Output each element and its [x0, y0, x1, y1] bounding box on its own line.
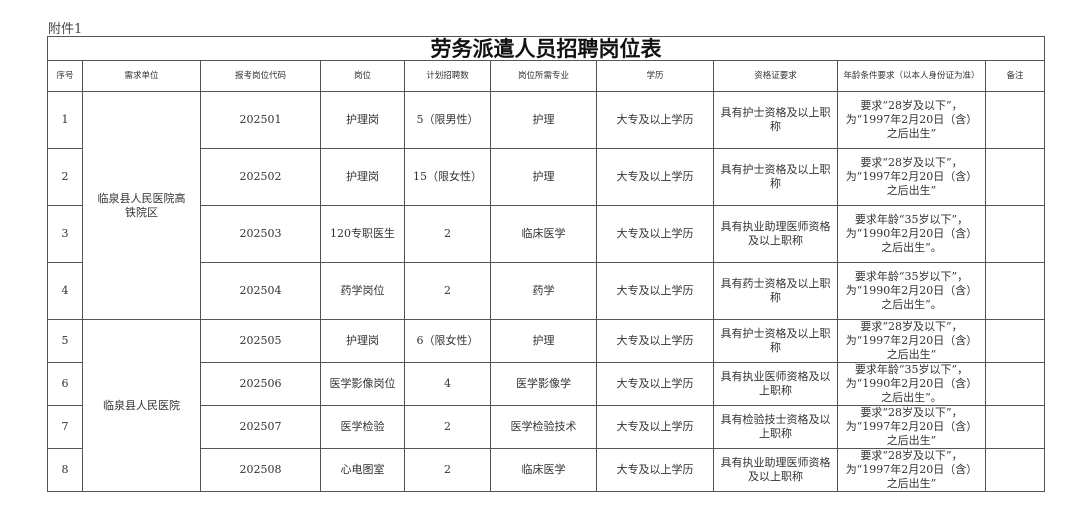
cell-position: 护理岗 [320, 148, 405, 206]
cell-major: 护理 [490, 148, 597, 206]
table-row: 7 202507 医学检验 2 医学检验技术 大专及以上学历 具有检验技士资格及以上职称 要求… [47, 405, 1046, 449]
cell-education: 大专及以上学历 [596, 262, 714, 320]
recruitment-table: 劳务派遣人员招聘岗位表 序号 需求单位 报考岗位代码 岗位 计划招聘数 岗位所需专业 学历资… [46, 36, 1046, 492]
header-age: 年龄条件要求（以本人身份证为准） [837, 60, 986, 92]
cell-position: 护理岗 [320, 91, 405, 149]
cell-no: 2 [47, 148, 83, 206]
cell-position: 120专职医生 [320, 205, 405, 263]
cell-no: 6 [47, 362, 83, 406]
cell-position: 医学影像岗位 [320, 362, 405, 406]
cell-certificate: 具有检验技士资格及以上职称 [713, 405, 838, 449]
cell-position: 心电图室 [320, 448, 405, 492]
cell-age: 要求年龄“35岁以下”，为“1990年2月20日（含）之后出生”。 [837, 205, 986, 263]
cell-certificate: 具有护士资格及以上职称 [713, 319, 838, 363]
cell-note [984, 91, 1046, 149]
cell-count: 4 [404, 362, 491, 406]
cell-code: 202506 [200, 362, 321, 406]
cell-education: 大专及以上学历 [596, 448, 714, 492]
cell-education: 大专及以上学历 [596, 91, 714, 149]
table-title: 劳务派遣人员招聘岗位表 [46, 36, 1046, 61]
cell-note [984, 148, 1046, 206]
cell-note [984, 262, 1046, 320]
cell-certificate: 具有护士资格及以上职称 [713, 148, 838, 206]
cell-unit: 临泉县人民医院 [82, 319, 201, 492]
cell-count: 5（限男性） [404, 91, 491, 149]
table-row: 1 临泉县人民医院高铁院区 202501 护理岗 5（限男性） 护理 大专及以上学历 具有护士… [47, 91, 1046, 320]
cell-position: 药学岗位 [320, 262, 405, 320]
cell-certificate: 具有执业助理医师资格及以上职称 [713, 448, 838, 492]
cell-code: 202504 [200, 262, 321, 320]
cell-position: 护理岗 [320, 319, 405, 363]
cell-note [984, 362, 1046, 406]
cell-no: 5 [47, 319, 83, 363]
header-row: 序号 需求单位 报考岗位代码 岗位 计划招聘数 岗位所需专业 学历 资格证要求 年龄条件要求（以… [47, 60, 1046, 92]
attachment-label: 附件1 [48, 22, 83, 37]
cell-no: 4 [47, 262, 83, 320]
cell-age: 要求年龄“35岁以下”，为“1990年2月20日（含）之后出生”。 [837, 262, 986, 320]
cell-education: 大专及以上学历 [596, 405, 714, 449]
cell-education: 大专及以上学历 [596, 362, 714, 406]
cell-code: 202507 [200, 405, 321, 449]
header-education: 学历 [596, 60, 714, 92]
cell-major: 医学检验技术 [490, 405, 597, 449]
cell-certificate: 具有药士资格及以上职称 [713, 262, 838, 320]
cell-count: 2 [404, 448, 491, 492]
cell-major: 临床医学 [490, 448, 597, 492]
cell-note [984, 205, 1046, 263]
header-count: 计划招聘数 [404, 60, 491, 92]
cell-no: 7 [47, 405, 83, 449]
cell-note [984, 319, 1046, 363]
cell-code: 202501 [200, 91, 321, 149]
cell-no: 1 [47, 91, 83, 149]
header-major: 岗位所需专业 [490, 60, 597, 92]
cell-age: 要求“28岁及以下”，为“1997年2月20日（含）之后出生” [837, 405, 986, 449]
cell-code: 202502 [200, 148, 321, 206]
cell-no: 8 [47, 448, 83, 492]
header-unit: 需求单位 [82, 60, 201, 92]
header-certificate: 资格证要求 [713, 60, 838, 92]
cell-education: 大专及以上学历 [596, 319, 714, 363]
cell-major: 医学影像学 [490, 362, 597, 406]
cell-major: 护理 [490, 319, 597, 363]
cell-certificate: 具有执业医师资格及以上职称 [713, 362, 838, 406]
table-row: 6 202506 医学影像岗位 4 医学影像学 大专及以上学历 具有执业医师资格及以上职称要… [47, 362, 1046, 406]
cell-count: 2 [404, 205, 491, 263]
cell-note [984, 405, 1046, 449]
table-row: 5 临泉县人民医院 202505 护理岗 6（限女性） 护理 大专及以上学历 具有护士资格及以… [47, 319, 1046, 492]
cell-major: 临床医学 [490, 205, 597, 263]
table-row: 2 202502 护理岗 15（限女性） 护理 大专及以上学历 具有护士资格及以上职称 要求“… [47, 148, 1046, 206]
cell-count: 2 [404, 262, 491, 320]
cell-code: 202503 [200, 205, 321, 263]
table-row: 4 202504 药学岗位 2 药学 大专及以上学历 具有药士资格及以上职称 要求年龄“35岁… [47, 262, 1046, 320]
table-row: 8 202508 心电图室 2 临床医学 大专及以上学历 具有执业助理医师资格及以上职称 要求… [47, 448, 1046, 492]
cell-education: 大专及以上学历 [596, 148, 714, 206]
cell-unit: 临泉县人民医院高铁院区 [82, 91, 201, 320]
header-code: 报考岗位代码 [200, 60, 321, 92]
cell-code: 202508 [200, 448, 321, 492]
cell-count: 15（限女性） [404, 148, 491, 206]
cell-note [984, 448, 1046, 492]
header-note: 备注 [984, 60, 1046, 92]
cell-age: 要求年龄“35岁以下”，为“1990年2月20日（含）之后出生”。 [837, 362, 986, 406]
cell-certificate: 具有执业助理医师资格及以上职称 [713, 205, 838, 263]
cell-education: 大专及以上学历 [596, 205, 714, 263]
cell-age: 要求“28岁及以下”，为“1997年2月20日（含）之后出生” [837, 91, 986, 149]
cell-major: 药学 [490, 262, 597, 320]
cell-position: 医学检验 [320, 405, 405, 449]
cell-code: 202505 [200, 319, 321, 363]
cell-age: 要求“28岁及以下”，为“1997年2月20日（含）之后出生” [837, 448, 986, 492]
header-position: 岗位 [320, 60, 405, 92]
cell-no: 3 [47, 205, 83, 263]
cell-major: 护理 [490, 91, 597, 149]
cell-age: 要求“28岁及以下”，为“1997年2月20日（含）之后出生” [837, 319, 986, 363]
cell-count: 2 [404, 405, 491, 449]
header-no: 序号 [47, 60, 83, 92]
cell-certificate: 具有护士资格及以上职称 [713, 91, 838, 149]
cell-age: 要求“28岁及以下”，为“1997年2月20日（含）之后出生” [837, 148, 986, 206]
cell-count: 6（限女性） [404, 319, 491, 363]
